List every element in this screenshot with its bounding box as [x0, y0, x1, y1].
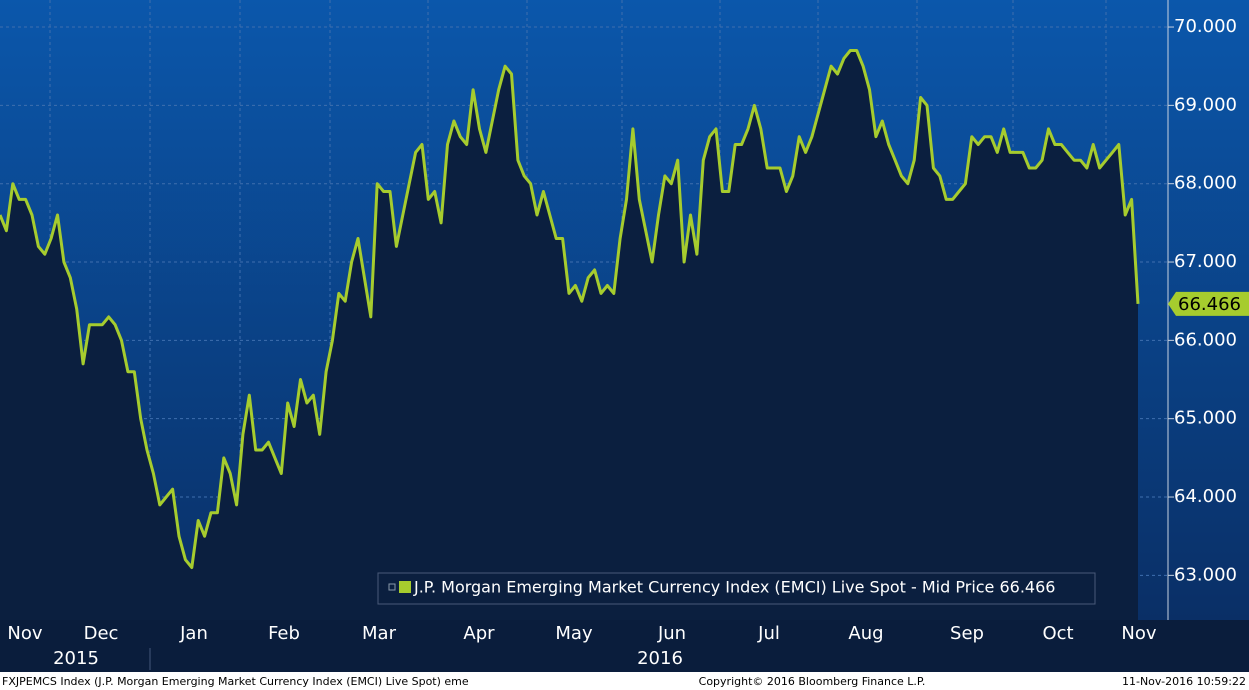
footer-left: FXJPEMCS Index (J.P. Morgan Emerging Mar…: [2, 675, 469, 688]
year-label: 2016: [637, 648, 683, 669]
price-tag-label: 66.466: [1178, 294, 1241, 315]
x-tick-label: Oct: [1042, 623, 1073, 644]
year-label: 2015: [53, 648, 99, 669]
y-tick-label: 64.000: [1174, 486, 1237, 507]
x-tick-label: Aug: [848, 623, 883, 644]
x-tick-label: Dec: [84, 623, 119, 644]
y-tick-label: 67.000: [1174, 251, 1237, 272]
x-tick-label: Feb: [268, 623, 300, 644]
x-tick-label: Mar: [362, 623, 397, 644]
x-tick-label: Nov: [7, 623, 42, 644]
x-tick-label: Jun: [657, 623, 686, 644]
x-tick-label: May: [555, 623, 593, 644]
area: [0, 50, 1138, 620]
price-tag: [1168, 291, 1249, 316]
x-tick-label: Sep: [950, 623, 984, 644]
x-tick-label: Nov: [1121, 623, 1156, 644]
y-tick-label: 66.000: [1174, 329, 1237, 350]
y-tick-label: 63.000: [1174, 564, 1237, 585]
x-tick-label: Jul: [757, 623, 780, 644]
footer-center: Copyright© 2016 Bloomberg Finance L.P.: [699, 675, 926, 688]
legend-box: [377, 572, 1096, 605]
footer-band: [0, 672, 1249, 690]
x-axis-band: [0, 620, 1249, 672]
x-tick-label: Apr: [463, 623, 495, 644]
y-tick-label: 69.000: [1174, 94, 1237, 115]
footer-right: 11-Nov-2016 10:59:22: [1122, 675, 1246, 688]
legend-toggle: [388, 583, 396, 591]
legend-label: J.P. Morgan Emerging Market Currency Ind…: [413, 578, 1055, 597]
y-tick-label: 65.000: [1174, 408, 1237, 429]
y-tick-label: 70.000: [1174, 16, 1237, 37]
y-tick-label: 68.000: [1174, 173, 1237, 194]
legend-swatch: [399, 581, 411, 593]
line: [0, 49, 1140, 569]
x-tick-label: Jan: [179, 623, 208, 644]
